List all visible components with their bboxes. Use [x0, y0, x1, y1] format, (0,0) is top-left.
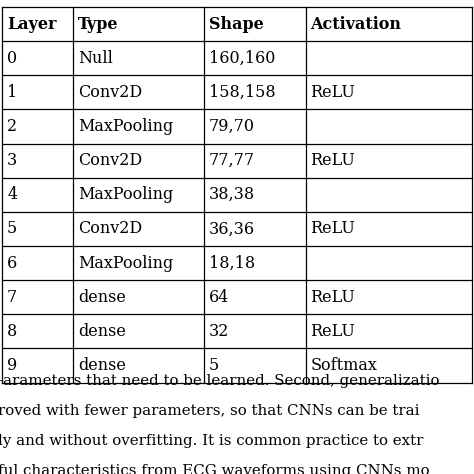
Text: 38,38: 38,38: [209, 186, 255, 203]
Text: 32: 32: [209, 323, 229, 340]
Text: ReLU: ReLU: [310, 323, 356, 340]
Text: ReLU: ReLU: [310, 289, 356, 306]
Text: dense: dense: [78, 323, 126, 340]
Text: 0: 0: [7, 50, 17, 67]
Text: ReLU: ReLU: [310, 152, 356, 169]
Text: Activation: Activation: [310, 16, 401, 33]
Text: 36,36: 36,36: [209, 220, 255, 237]
Text: 1: 1: [7, 84, 18, 101]
Text: Type: Type: [78, 16, 118, 33]
Text: 3: 3: [7, 152, 18, 169]
Text: 64: 64: [209, 289, 229, 306]
Text: 79,70: 79,70: [209, 118, 255, 135]
Text: 5: 5: [7, 220, 18, 237]
Text: Conv2D: Conv2D: [78, 84, 142, 101]
Text: Conv2D: Conv2D: [78, 220, 142, 237]
Text: Null: Null: [78, 50, 113, 67]
Text: dense: dense: [78, 357, 126, 374]
Text: MaxPooling: MaxPooling: [78, 118, 173, 135]
Text: 160,160: 160,160: [209, 50, 275, 67]
Text: Conv2D: Conv2D: [78, 152, 142, 169]
Text: 9: 9: [7, 357, 18, 374]
Text: ly and without overfitting. It is common practice to extr: ly and without overfitting. It is common…: [0, 434, 423, 448]
Text: ReLU: ReLU: [310, 84, 356, 101]
Text: 18,18: 18,18: [209, 255, 255, 272]
Text: 158,158: 158,158: [209, 84, 275, 101]
Text: MaxPooling: MaxPooling: [78, 255, 173, 272]
Text: roved with fewer parameters, so that CNNs can be trai: roved with fewer parameters, so that CNN…: [0, 404, 419, 419]
Text: 5: 5: [209, 357, 219, 374]
Text: 7: 7: [7, 289, 18, 306]
Text: ful characteristics from ECG waveforms using CNNs mo: ful characteristics from ECG waveforms u…: [0, 464, 429, 474]
Text: ReLU: ReLU: [310, 220, 356, 237]
Text: MaxPooling: MaxPooling: [78, 186, 173, 203]
Text: 6: 6: [7, 255, 18, 272]
Text: Shape: Shape: [209, 16, 264, 33]
Text: -arameters that need to be learned. Second, generalizatio: -arameters that need to be learned. Seco…: [0, 374, 439, 389]
Text: Layer: Layer: [7, 16, 56, 33]
Text: 8: 8: [7, 323, 18, 340]
Text: 77,77: 77,77: [209, 152, 255, 169]
Text: Softmax: Softmax: [310, 357, 377, 374]
Text: dense: dense: [78, 289, 126, 306]
Text: 2: 2: [7, 118, 17, 135]
Text: 4: 4: [7, 186, 17, 203]
